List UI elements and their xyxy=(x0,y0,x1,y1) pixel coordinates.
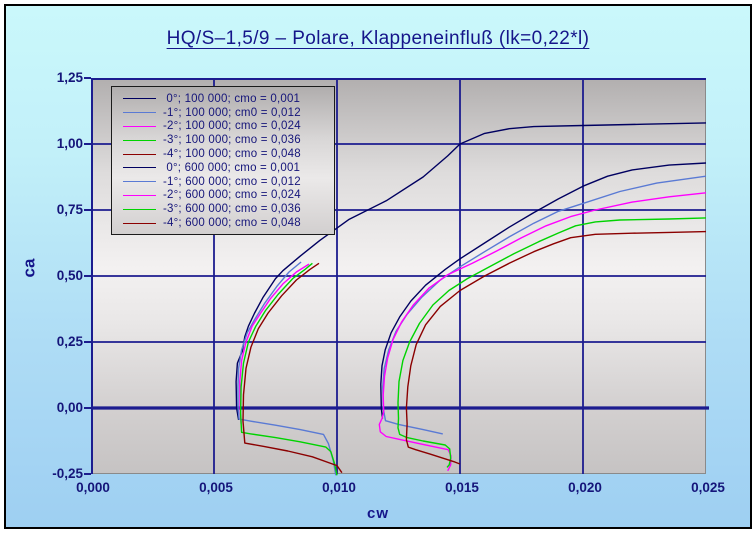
legend-line-swatch xyxy=(123,139,156,141)
x-axis-title: cw xyxy=(366,505,389,522)
x-tick-label: 0,000 xyxy=(76,480,110,495)
legend-entry-0deg-re100000: 0°; 100 000; cmo = 0,001 xyxy=(112,92,334,106)
y-tick-label: 0,75 xyxy=(56,202,83,217)
legend-entry--2deg-re100000: -2°; 100 000; cmo = 0,024 xyxy=(112,120,334,134)
legend-entry--3deg-re100000: -3°; 100 000; cmo = 0,036 xyxy=(112,133,334,147)
y-tick-label: 0,25 xyxy=(56,334,83,349)
legend-line-swatch xyxy=(123,98,156,100)
legend-line-swatch xyxy=(123,194,156,196)
chart-title: HQ/S–1,5/9 – Polare, Klappeneinfluß (lk=… xyxy=(166,28,590,49)
legend-entry-label: -4°; 100 000; cmo = 0,048 xyxy=(163,148,301,161)
y-tick-label: 0,00 xyxy=(56,400,83,415)
legend-box: 0°; 100 000; cmo = 0,001 -1°; 100 000; cm… xyxy=(111,86,335,235)
x-tick-label: 0,020 xyxy=(568,480,602,495)
legend-line-swatch xyxy=(123,208,156,210)
legend-line-swatch xyxy=(123,222,156,224)
legend-entry-label: 0°; 100 000; cmo = 0,001 xyxy=(163,92,301,105)
legend-entry--4deg-re600000: -4°; 600 000; cmo = 0,048 xyxy=(112,216,334,230)
legend-entry--1deg-re100000: -1°; 100 000; cm0 = 0,012 xyxy=(112,106,334,120)
legend-line-swatch xyxy=(123,153,156,155)
legend-entry--2deg-re600000: -2°; 600 000; cmo = 0,024 xyxy=(112,189,334,203)
legend-entry-label: -4°; 600 000; cmo = 0,048 xyxy=(163,217,301,230)
legend-line-swatch xyxy=(123,112,156,114)
legend-entry-label: -2°; 600 000; cmo = 0,024 xyxy=(163,189,301,202)
legend-entry-label: -2°; 100 000; cmo = 0,024 xyxy=(163,120,301,133)
y-axis-title: ca xyxy=(19,258,39,278)
legend-line-swatch xyxy=(123,167,156,169)
legend-entry-label: -1°; 100 000; cm0 = 0,012 xyxy=(163,106,301,119)
y-tick-label: -0,25 xyxy=(52,466,83,481)
chart-background-frame: HQ/S–1,5/9 – Polare, Klappeneinfluß (lk=… xyxy=(4,4,752,529)
legend-entry-label: -3°; 600 000; cmo = 0,036 xyxy=(163,203,301,216)
legend-line-swatch xyxy=(123,181,156,183)
legend-line-swatch xyxy=(123,125,156,127)
legend-entry-label: -3°; 100 000; cmo = 0,036 xyxy=(163,134,301,147)
x-tick-label: 0,025 xyxy=(691,480,725,495)
legend-entry--1deg-re600000: -1°; 600 000; cmo = 0,012 xyxy=(112,175,334,189)
y-tick-label: 0,50 xyxy=(56,268,83,283)
y-tick-label: 1,00 xyxy=(56,136,83,151)
x-tick-label: 0,005 xyxy=(199,480,233,495)
legend-entry-0deg-re600000: 0°; 600 000; cmo = 0,001 xyxy=(112,161,334,175)
legend-entry-label: -1°; 600 000; cmo = 0,012 xyxy=(163,175,301,188)
legend-entry--4deg-re100000: -4°; 100 000; cmo = 0,048 xyxy=(112,147,334,161)
y-tick-label: 1,25 xyxy=(56,70,83,85)
legend-entry-label: 0°; 600 000; cmo = 0,001 xyxy=(163,161,301,174)
x-tick-label: 0,010 xyxy=(322,480,356,495)
x-tick-label: 0,015 xyxy=(445,480,479,495)
legend-entry--3deg-re600000: -3°; 600 000; cmo = 0,036 xyxy=(112,202,334,216)
